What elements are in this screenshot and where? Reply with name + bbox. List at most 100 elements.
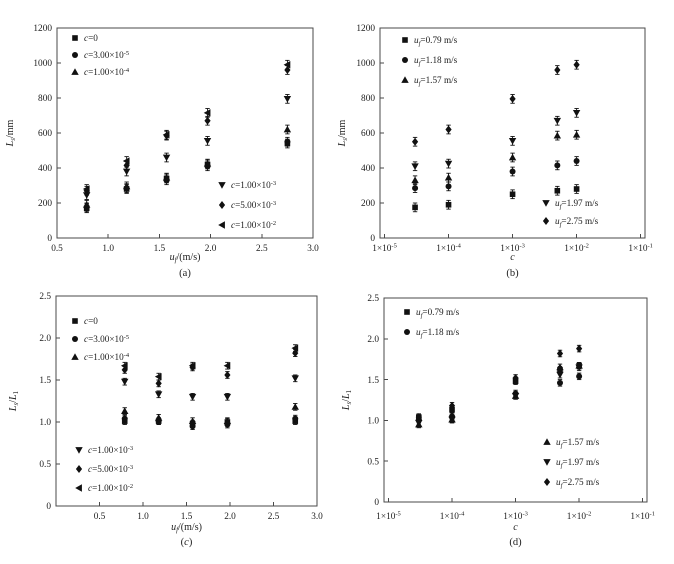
y-tick-label: 1.5 [39,376,51,386]
diamond-marker [411,137,419,146]
legend-entry-label: c=1.00×10-4 [84,352,130,362]
triangle-up-marker [121,407,129,414]
triangle-down-marker [154,391,163,399]
legend-entry-label: uf=1.57 m/s [556,437,600,449]
triangle-left-marker [291,344,299,352]
y-tick-label: 0 [47,234,52,244]
x-tick-label: 1.5 [154,244,166,254]
y-tick-label: 800 [361,94,375,104]
axes [379,27,646,239]
x-tick-label: 1×10-1 [630,511,655,522]
legend-entry-label: c=0 [84,33,98,43]
x-axis-label: c [513,522,518,533]
triangle-down-marker [542,200,550,207]
y-tick-label: 400 [38,164,52,174]
panel-d: 1×10-5 1×10-4 1×10-3 1×10-2 1×10-1 0 0.5 1.0 1.5… [337,282,674,564]
triangle-up-marker [444,173,453,181]
triangle-down-marker [411,163,419,171]
y-tick-label: 2.5 [367,294,379,304]
diamond-marker [121,365,128,374]
series-3 [415,363,583,427]
y-tick-label: 0 [46,502,51,512]
legend-bottom-right: c=1.00×10-3 c=5.00×10-3 c=1.00×10-2 [218,180,276,230]
y-tick-label: 1.0 [367,417,379,427]
triangle-up-marker [283,125,292,133]
square-marker [554,187,561,194]
circle-marker [404,329,410,335]
series-5 [120,344,299,381]
x-tick-label: 0.5 [51,244,63,254]
series-2 [121,403,299,425]
triangle-down-marker [415,419,423,427]
diamond-marker [554,66,561,74]
x-tick-label: 1.0 [137,512,149,522]
panel-caption: (b) [506,268,519,279]
legend-entry-label: c=5.00×10-3 [231,200,276,210]
y-tick-label: 0 [374,498,379,508]
triangle-up-marker [82,200,91,208]
triangle-up-marker [553,131,562,139]
triangle-down-marker [223,393,232,401]
triangle-up-marker [556,363,564,371]
x-tick-label: 2.5 [268,512,280,522]
legend-entry-label: c=0 [84,316,98,326]
legend-top-left: uf=0.79 m/s uf=1.18 m/s uf=1.57 m/s [401,35,458,87]
y-tick-label: 1.0 [39,418,51,428]
legend-entry-label: uf=0.79 m/s [414,35,458,47]
y-tick-label: 2.5 [39,292,51,302]
circle-marker [509,168,516,175]
legend-top-left: c=0 c=3.00×10-5 c=1.00×10-4 [71,33,130,77]
triangle-left-marker [122,157,130,165]
legend-entry-label: uf=2.75 m/s [555,216,599,228]
y-axis-label: Ls/L1 [341,389,353,411]
triangle-down-marker [162,154,171,162]
legend-entry-label: c=1.00×10-3 [231,180,276,190]
triangle-left-marker [120,362,128,370]
diamond-marker [155,379,162,388]
diamond-marker [204,116,211,125]
triangle-left-marker [154,372,162,381]
y-tick-label: 1000 [356,59,375,69]
circle-marker [576,373,583,380]
square-marker [412,204,418,211]
tick-labels: 1×10-5 1×10-4 1×10-3 1×10-2 1×10-1 0 0.5 1.0 1.5… [367,294,655,522]
triangle-down-marker [75,447,83,454]
series-1 [415,372,583,424]
panel-caption: (d) [509,537,522,548]
panel-d-plot: 1×10-5 1×10-4 1×10-3 1×10-2 1×10-1 0 0.5 1.0 1.5… [341,294,655,548]
legend-entry-label: uf=1.97 m/s [556,457,600,469]
triangle-down-marker [556,371,564,379]
circle-marker [554,162,561,169]
tick-labels: 1×10-5 1×10-4 1×10-3 1×10-2 1×10-1 0 200 400 600… [356,24,653,254]
x-tick-label: 1×10-4 [440,511,465,522]
triangle-up-marker [188,417,197,425]
y-tick-label: 200 [38,199,52,209]
triangle-down-marker [444,160,453,168]
y-axis-label: Ls/L1 [8,390,20,412]
triangle-up-marker [162,173,171,181]
x-tick-label: 1.5 [181,512,193,522]
legend-bottom-right: uf=1.57 m/s uf=1.97 m/s uf=2.75 m/s [543,437,600,489]
series-2 [411,129,581,186]
panel-a: 0.5 1.0 1.5 2.0 2.5 3.0 0 200 400 600 800 1000 1200 u… [0,0,337,282]
triangle-up-marker [543,438,551,445]
legend-entry-label: uf=1.57 m/s [414,75,458,87]
triangle-down-marker [203,137,212,145]
y-tick-label: 600 [361,129,375,139]
triangle-down-marker [82,192,91,199]
series-3 [411,108,581,172]
diamond-marker [509,94,516,103]
panel-c: 0.5 1.0 1.5 2.0 2.5 3.0 0 0.5 1.0 1.5 2.0 2.5 uf/(m/… [0,282,337,564]
axes [55,295,318,507]
triangle-left-marker [162,131,170,139]
axes [56,27,314,239]
legend-top-left: c=0 c=3.00×10-5 c=1.00×10-4 [71,316,130,362]
legend-entry-label: uf=1.97 m/s [555,198,599,210]
x-axis-label: uf/(m/s) [170,252,201,264]
triangle-down-marker [572,109,581,117]
series-0 [412,184,580,213]
x-axis-label: c [510,252,515,263]
legend-top-left: uf=0.79 m/s uf=1.18 m/s [404,307,460,339]
circle-marker [445,183,452,190]
x-tick-label: 2.0 [205,244,217,254]
